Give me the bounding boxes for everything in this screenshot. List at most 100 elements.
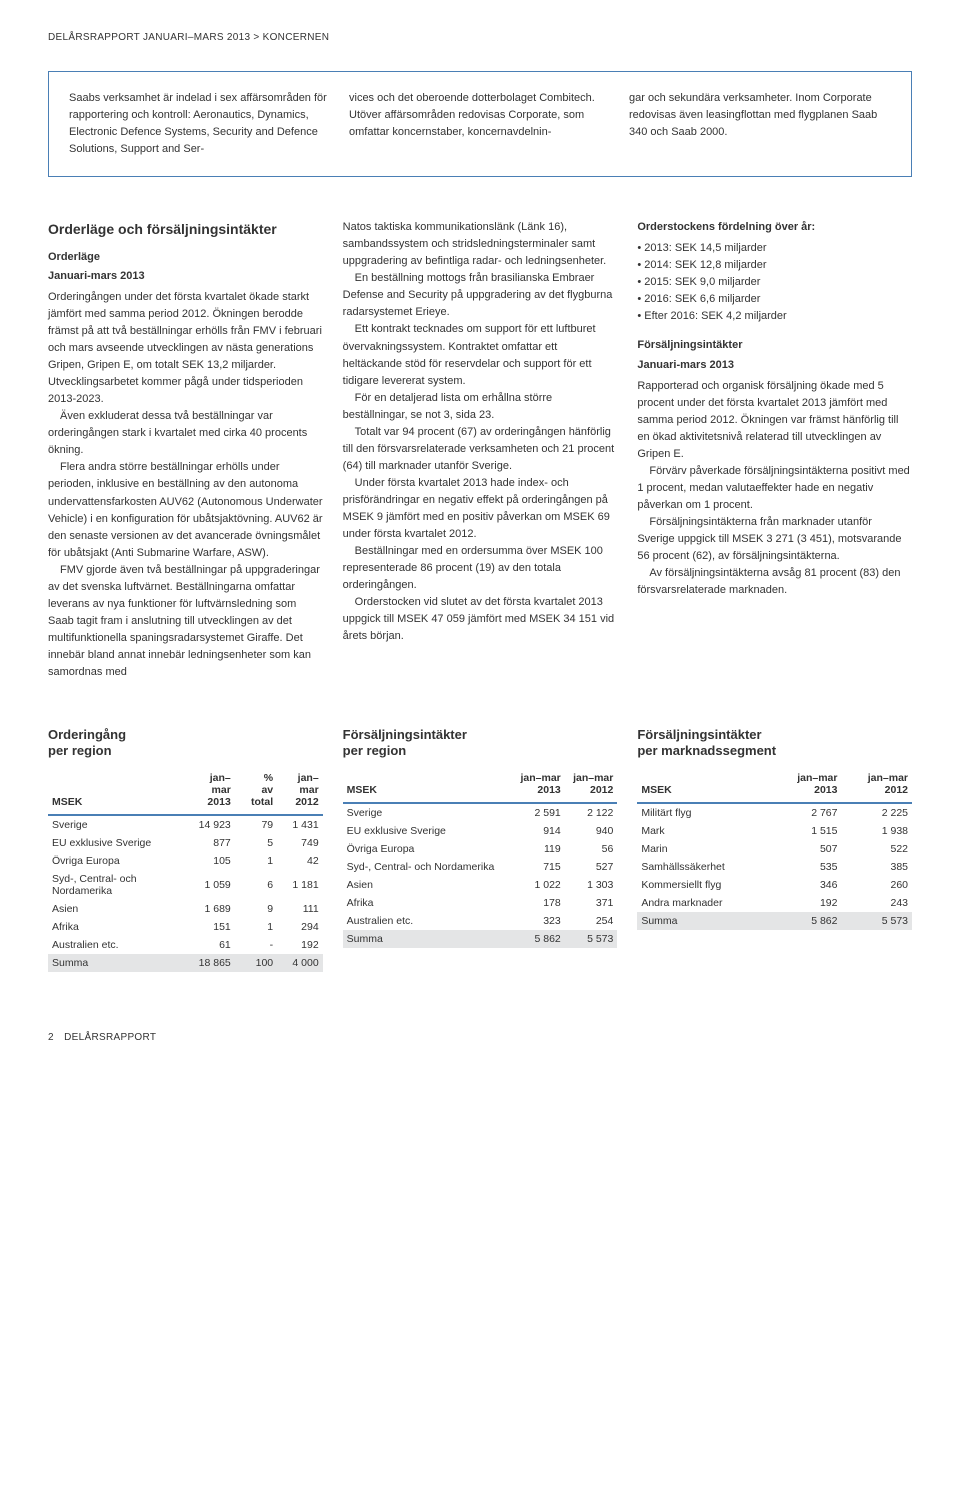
- orderstock-title: Orderstockens fördelning över år:: [637, 219, 912, 236]
- section-title: Orderläge och försäljningsintäkter: [48, 219, 323, 241]
- table-cell: 5 573: [841, 912, 912, 930]
- table-cell: Summa: [637, 912, 771, 930]
- table-forsaljning-segment: Försäljningsintäkterper marknadssegment …: [637, 727, 912, 972]
- sales-title: Försäljningsintäkter: [637, 337, 912, 354]
- table-cell: 749: [277, 834, 323, 852]
- table-cell: 1 431: [277, 815, 323, 834]
- orderlage-title: Orderläge: [48, 249, 323, 266]
- table-cell: 1 181: [277, 870, 323, 900]
- table-cell: Asien: [343, 876, 513, 894]
- table-cell: 1: [235, 852, 277, 870]
- table-cell: Mark: [637, 822, 771, 840]
- table-row: Afrika1511294: [48, 918, 323, 936]
- table-cell: 243: [841, 894, 912, 912]
- table-cell: 5 862: [771, 912, 842, 930]
- table-cell: 2 225: [841, 803, 912, 822]
- table-cell: EU exklusive Sverige: [343, 822, 513, 840]
- table-cell: Övriga Europa: [48, 852, 189, 870]
- table-cell: 111: [277, 900, 323, 918]
- paragraph: Under första kvartalet 2013 hade index- …: [343, 475, 618, 543]
- table-row: Afrika178371: [343, 894, 618, 912]
- table-cell: 940: [565, 822, 618, 840]
- table-cell: 2 767: [771, 803, 842, 822]
- paragraph: Rapporterad och organisk försäljning öka…: [637, 378, 912, 463]
- table-cell: 100: [235, 954, 277, 972]
- table-title-1: Orderingångper region: [48, 727, 323, 758]
- table-cell: Afrika: [343, 894, 513, 912]
- table-cell: 1 022: [512, 876, 565, 894]
- table-header: %av total: [235, 768, 277, 815]
- paragraph: Orderingången under det första kvartalet…: [48, 289, 323, 408]
- info-box: Saabs verksamhet är indelad i sex affärs…: [48, 71, 912, 177]
- table-row: Övriga Europa105142: [48, 852, 323, 870]
- table-header: MSEK: [48, 768, 189, 815]
- table-row: Kommersiellt flyg346260: [637, 876, 912, 894]
- info-col-1: Saabs verksamhet är indelad i sex affärs…: [69, 90, 331, 158]
- table-cell: Marin: [637, 840, 771, 858]
- table-cell: Kommersiellt flyg: [637, 876, 771, 894]
- table-title-2: Försäljningsintäkterper region: [343, 727, 618, 758]
- tables-row: Orderingångper region MSEKjan–mar2013%av…: [48, 727, 912, 972]
- table-sum-row: Summa5 8625 573: [343, 930, 618, 948]
- table-cell: 105: [189, 852, 235, 870]
- table-cell: 79: [235, 815, 277, 834]
- table-cell: Summa: [343, 930, 513, 948]
- paragraph: Även exkluderat dessa två beställningar …: [48, 408, 323, 459]
- table-header: jan–mar2012: [841, 768, 912, 803]
- table-cell: Sverige: [343, 803, 513, 822]
- table-row: Syd-, Central- och Nordamerika715527: [343, 858, 618, 876]
- paragraph: Förvärv påverkade försäljningsintäkterna…: [637, 463, 912, 514]
- table-cell: 522: [841, 840, 912, 858]
- table-cell: 2 591: [512, 803, 565, 822]
- table-cell: 371: [565, 894, 618, 912]
- page-header: DELÅRSRAPPORT JANUARI–MARS 2013 > KONCER…: [48, 32, 912, 43]
- table-cell: Sverige: [48, 815, 189, 834]
- table-row: Mark1 5151 938: [637, 822, 912, 840]
- paragraph: Ett kontrakt tecknades om support för et…: [343, 321, 618, 389]
- table-cell: Australien etc.: [343, 912, 513, 930]
- table-row: EU exklusive Sverige914940: [343, 822, 618, 840]
- table-cell: 42: [277, 852, 323, 870]
- table-cell: 56: [565, 840, 618, 858]
- col1-paragraphs: Orderingången under det första kvartalet…: [48, 289, 323, 681]
- table-row: Asien1 0221 303: [343, 876, 618, 894]
- table-cell: 9: [235, 900, 277, 918]
- table-cell: 507: [771, 840, 842, 858]
- table-sum-row: Summa18 8651004 000: [48, 954, 323, 972]
- table-cell: 61: [189, 936, 235, 954]
- table-header: MSEK: [637, 768, 771, 803]
- bullet-item: • Efter 2016: SEK 4,2 miljarder: [637, 308, 912, 325]
- table-cell: Syd-, Central- och Nordamerika: [343, 858, 513, 876]
- paragraph: Försäljningsintäkterna från marknader ut…: [637, 514, 912, 565]
- table-cell: Afrika: [48, 918, 189, 936]
- table-cell: 5: [235, 834, 277, 852]
- table-cell: Andra marknader: [637, 894, 771, 912]
- table-cell: 260: [841, 876, 912, 894]
- bullet-item: • 2015: SEK 9,0 miljarder: [637, 274, 912, 291]
- table-cell: 877: [189, 834, 235, 852]
- table-cell: 535: [771, 858, 842, 876]
- table-cell: Syd-, Central- och Nordamerika: [48, 870, 189, 900]
- table-2: MSEKjan–mar2013jan–mar2012Sverige2 5912 …: [343, 768, 618, 948]
- paragraph: FMV gjorde även två beställningar på upp…: [48, 562, 323, 681]
- paragraph: Natos taktiska kommunikationslänk (Länk …: [343, 219, 618, 270]
- table-title-3: Försäljningsintäkterper marknadssegment: [637, 727, 912, 758]
- col2-paragraphs: Natos taktiska kommunikationslänk (Länk …: [343, 219, 618, 645]
- table-cell: 4 000: [277, 954, 323, 972]
- table-cell: 192: [277, 936, 323, 954]
- table-cell: Samhällssäkerhet: [637, 858, 771, 876]
- paragraph: Orderstocken vid slutet av det första kv…: [343, 594, 618, 645]
- table-cell: 18 865: [189, 954, 235, 972]
- table-cell: 323: [512, 912, 565, 930]
- page-footer: 2 DELÅRSRAPPORT: [48, 1032, 912, 1043]
- orderstock-bullets: • 2013: SEK 14,5 miljarder• 2014: SEK 12…: [637, 240, 912, 325]
- table-cell: 5 573: [565, 930, 618, 948]
- table-cell: 6: [235, 870, 277, 900]
- table-cell: 254: [565, 912, 618, 930]
- table-1: MSEKjan–mar2013%av totaljan–mar2012Sveri…: [48, 768, 323, 972]
- table-cell: -: [235, 936, 277, 954]
- paragraph: Totalt var 94 procent (67) av orderingån…: [343, 424, 618, 475]
- bullet-item: • 2016: SEK 6,6 miljarder: [637, 291, 912, 308]
- table-header: jan–mar2013: [189, 768, 235, 815]
- table-cell: 527: [565, 858, 618, 876]
